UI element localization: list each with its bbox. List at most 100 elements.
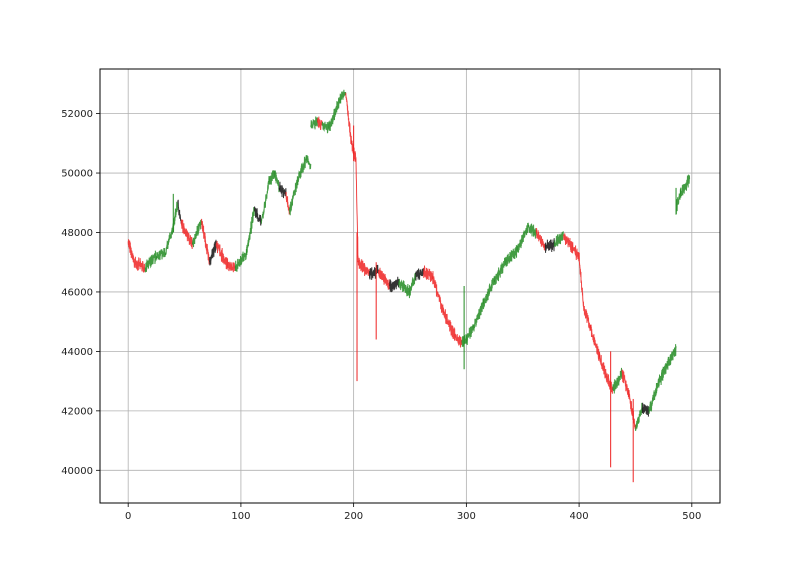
price-segment <box>285 191 290 215</box>
price-segment <box>648 383 659 414</box>
x-tick-label: 200 <box>344 511 363 522</box>
price-line <box>505 245 518 267</box>
price-line <box>317 116 323 131</box>
price-line <box>398 278 411 299</box>
price-segment <box>377 267 391 290</box>
price-segment <box>666 344 677 370</box>
price-segment <box>305 155 312 170</box>
price-segment <box>200 218 210 265</box>
price-line <box>177 199 182 224</box>
price-segment <box>482 276 496 310</box>
price-segment <box>423 265 434 282</box>
y-axis: 40000 42000 44000 46000 48000 50000 52000 <box>61 109 100 477</box>
price-segment <box>321 121 330 134</box>
price-line <box>657 363 668 388</box>
price-segment <box>155 248 166 261</box>
price-segment <box>339 89 347 104</box>
price-segment <box>398 278 411 299</box>
price-line <box>472 298 484 332</box>
price-line <box>310 116 319 130</box>
y-tick-label: 40000 <box>61 466 93 477</box>
price-segment <box>133 256 146 273</box>
price-segment <box>274 170 280 193</box>
price-line <box>345 92 352 144</box>
price-line <box>589 324 600 361</box>
price-line <box>432 271 445 316</box>
price-segment <box>578 252 585 307</box>
price-line <box>274 170 280 193</box>
price-segment <box>675 189 682 214</box>
price-segment <box>641 402 650 417</box>
price-segment <box>415 268 425 281</box>
price-line <box>268 170 276 185</box>
price-line <box>288 179 298 216</box>
price-line <box>285 191 290 215</box>
price-line <box>328 97 341 132</box>
price-line <box>641 402 650 417</box>
price-segment <box>583 306 591 332</box>
price-segment <box>260 176 270 224</box>
price-segment <box>191 219 202 248</box>
price-line <box>634 402 643 431</box>
price-line <box>598 351 607 379</box>
price-line <box>612 367 623 394</box>
price-segment <box>621 369 630 398</box>
price-line <box>355 158 359 263</box>
x-tick-label: 0 <box>125 511 131 522</box>
y-tick-label: 44000 <box>61 347 93 358</box>
price-line <box>278 181 287 199</box>
price-line <box>535 227 546 251</box>
price-line <box>155 248 166 261</box>
price-segment <box>246 207 255 256</box>
price-line <box>666 344 677 370</box>
price-segment <box>680 174 691 198</box>
price-line <box>226 258 236 273</box>
price-line <box>133 256 146 273</box>
price-line <box>127 239 135 263</box>
price-segment <box>657 363 668 388</box>
x-tick-label: 100 <box>231 511 250 522</box>
y-tick-label: 52000 <box>61 109 93 120</box>
price-segment <box>226 258 236 273</box>
y-tick-label: 50000 <box>61 169 93 180</box>
price-segment <box>527 223 537 239</box>
price-segment <box>180 219 193 250</box>
price-line <box>234 249 248 272</box>
price-segment <box>443 309 456 341</box>
y-tick-label: 42000 <box>61 406 93 417</box>
price-segment <box>612 367 623 394</box>
price-line <box>465 324 474 346</box>
price-line <box>339 89 347 104</box>
price-segment <box>628 389 636 430</box>
price-segment <box>328 97 341 132</box>
price-segment <box>432 271 445 316</box>
price-line <box>246 207 255 256</box>
price-line <box>482 276 496 310</box>
price-line <box>389 276 400 293</box>
price-line <box>253 206 262 226</box>
price-line <box>648 383 659 414</box>
price-segment <box>409 272 417 296</box>
price-line <box>180 219 193 250</box>
price-segment <box>310 116 319 130</box>
price-line <box>423 265 434 282</box>
price-segment <box>571 242 580 262</box>
price-segment <box>389 276 400 293</box>
price-line <box>200 218 210 265</box>
axes-frame <box>99 68 721 504</box>
price-segment <box>234 249 248 272</box>
price-line <box>583 306 591 332</box>
y-tick-label: 48000 <box>61 228 93 239</box>
price-line <box>172 201 179 233</box>
price-segment <box>355 158 359 263</box>
price-segment <box>605 373 614 394</box>
price-line <box>377 267 391 290</box>
price-segment <box>345 92 352 144</box>
price-segment <box>164 223 174 256</box>
price-line <box>553 231 564 247</box>
price-segment <box>598 351 607 379</box>
price-segment <box>535 227 546 251</box>
price-line <box>305 155 312 170</box>
x-tick-label: 400 <box>570 511 589 522</box>
price-line <box>260 176 270 224</box>
